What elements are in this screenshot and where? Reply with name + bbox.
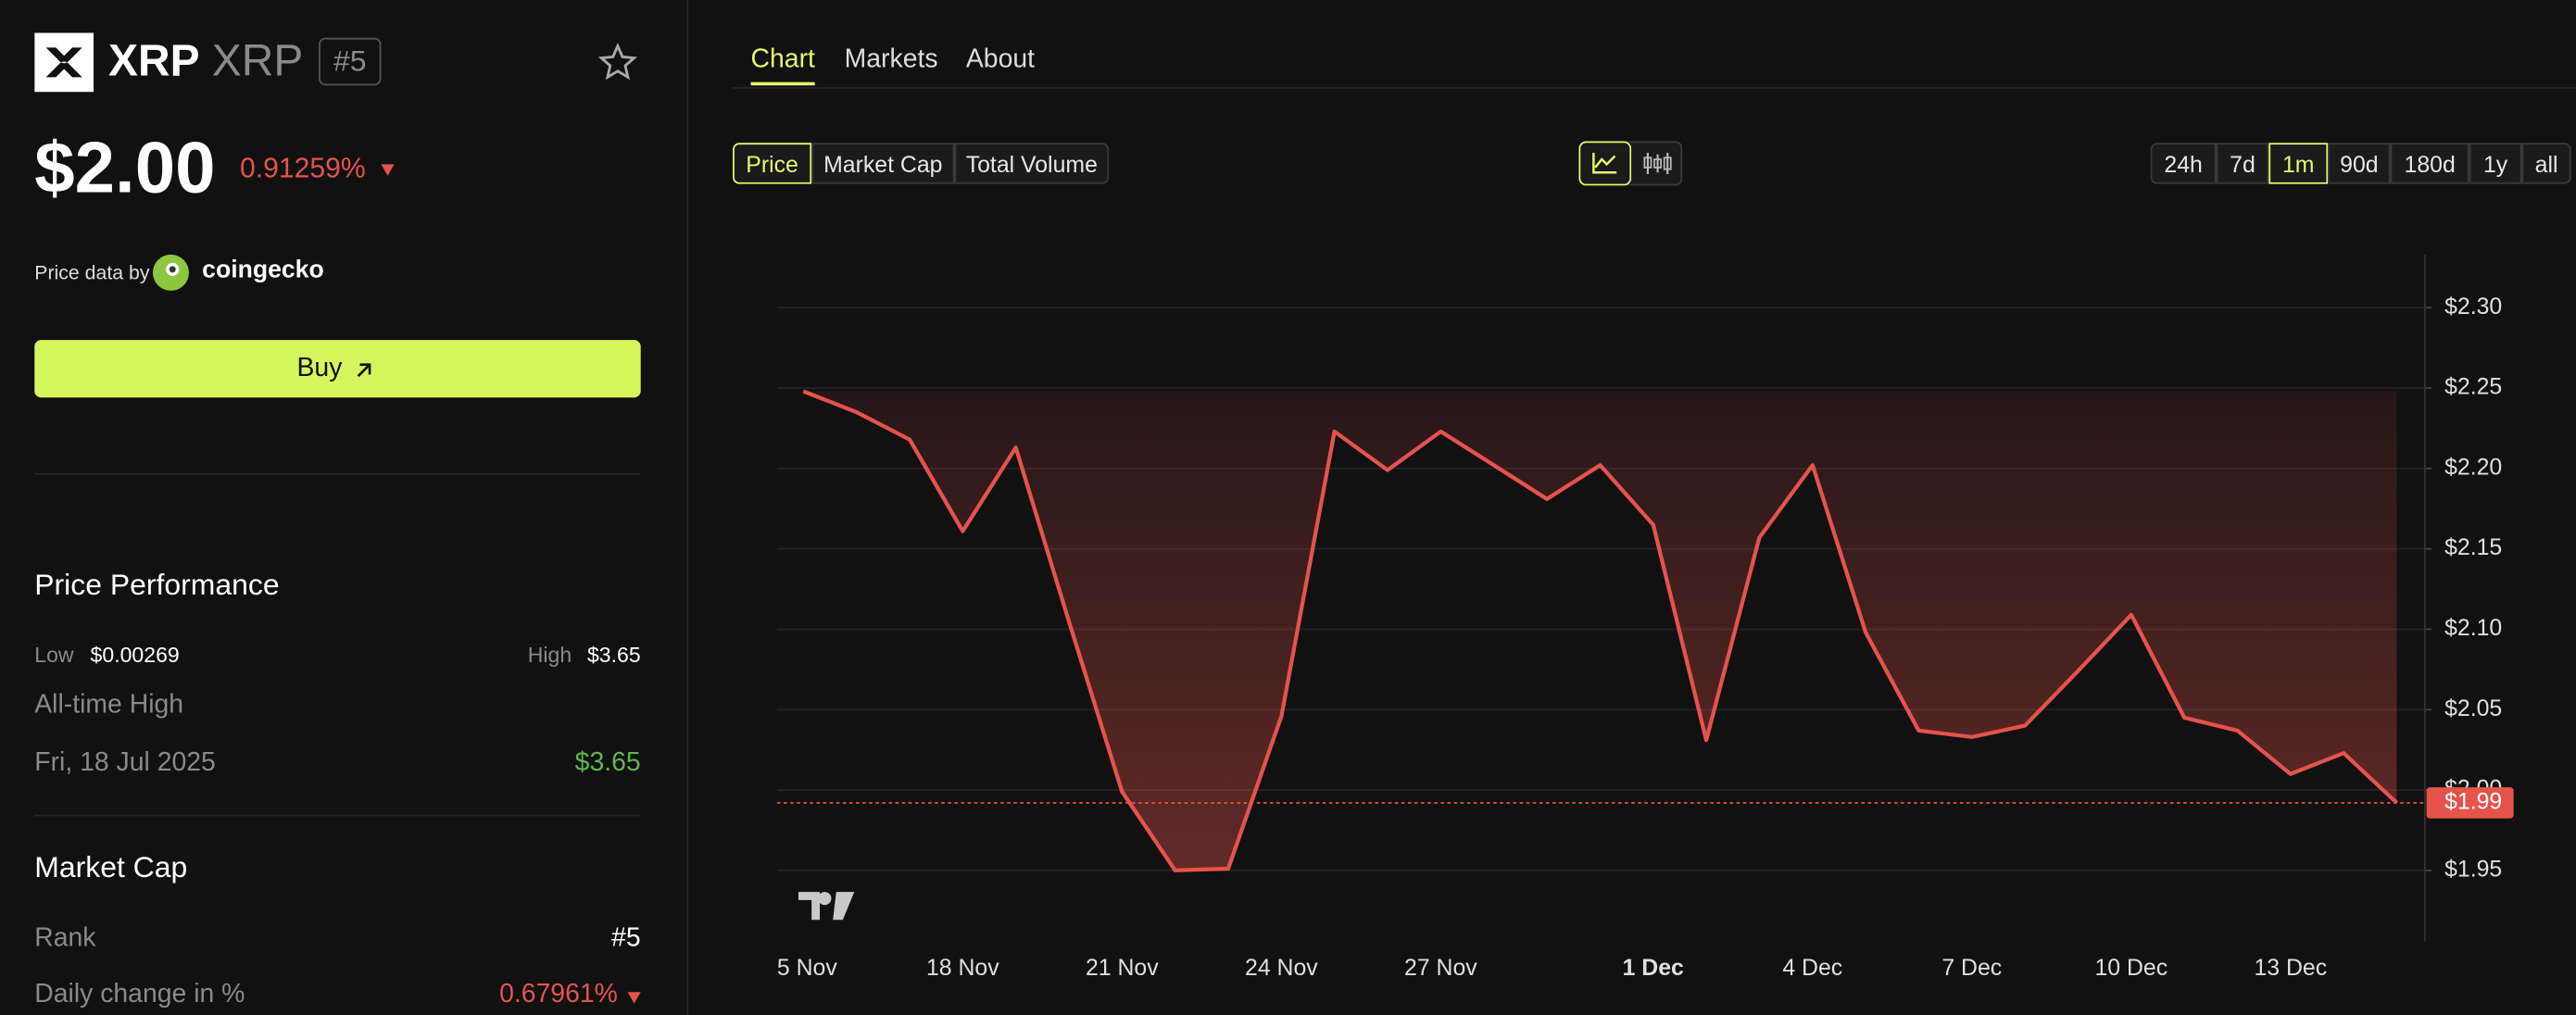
range-tab[interactable]: 180d [2390, 143, 2469, 184]
y-tick-label: $2.10 [2444, 616, 2502, 641]
range-tab[interactable]: 90d [2328, 143, 2391, 184]
price-change: 0.91259% [239, 152, 366, 184]
tab-rule [733, 87, 2576, 89]
nav-tab[interactable]: Chart [750, 46, 815, 86]
y-tick-label: $2.15 [2444, 535, 2502, 560]
low-label: Low [34, 642, 74, 668]
metric-tab[interactable]: Market Cap [811, 143, 955, 184]
x-tick-label: 27 Nov [1404, 956, 1477, 981]
daily-label: Daily change in % [34, 980, 245, 1009]
range-tab[interactable]: 1y [2469, 143, 2522, 184]
x-tick-label: 5 Nov [777, 956, 837, 981]
buy-label: Buy [296, 354, 343, 382]
down-arrow [381, 164, 395, 176]
nav-tab[interactable]: About [965, 45, 1036, 74]
candle-style-button[interactable] [1631, 142, 1682, 186]
low-value: $0.00269 [90, 642, 180, 668]
x-tick-label: 4 Dec [1782, 956, 1842, 981]
logo [34, 32, 94, 93]
high-label: High [527, 642, 572, 668]
y-tick-label: $2.20 [2444, 455, 2502, 480]
rank-badge: #5 [319, 37, 382, 86]
section-title: Price Performance [34, 568, 280, 602]
x-tick-label: 10 Dec [2094, 956, 2168, 981]
divider [686, 0, 689, 1015]
down-arrow [627, 992, 641, 1004]
source-provider: coingecko [202, 256, 324, 284]
last-price-label: $1.99 [2444, 790, 2502, 815]
price-area [803, 391, 2397, 871]
y-tick-label: $2.05 [2444, 696, 2502, 721]
range-tab[interactable]: all [2521, 143, 2571, 184]
metric-tab[interactable]: Price [733, 143, 812, 184]
favorite-star[interactable] [597, 43, 638, 82]
x-tick-label: 21 Nov [1086, 956, 1159, 981]
high-value: $3.65 [586, 642, 641, 668]
line-style-button[interactable] [1578, 141, 1632, 186]
metric-tab[interactable]: Total Volume [954, 143, 1110, 184]
daily-value: 0.67961% [499, 980, 618, 1009]
separator [34, 472, 641, 475]
buy-button[interactable]: Buy [34, 340, 641, 398]
ath-label: All-time High [34, 691, 184, 720]
range-tab[interactable]: 1m [2268, 143, 2329, 184]
coingecko-logo [152, 254, 189, 291]
price-line [802, 389, 2398, 872]
y-tick-label: $2.30 [2444, 294, 2502, 320]
range-tab[interactable]: 7d [2216, 143, 2269, 184]
tradingview-logo [798, 892, 855, 921]
ath-value: $3.65 [574, 748, 641, 777]
y-tick-label: $2.25 [2444, 375, 2502, 400]
x-tick-label: 13 Dec [2254, 956, 2327, 981]
rank-label: Rank [34, 924, 96, 953]
last-price-badge [2426, 787, 2514, 819]
nav-tab[interactable]: Markets [844, 45, 938, 74]
y-tick-label: $1.95 [2444, 857, 2502, 882]
x-tick-label: 1 Dec [1623, 956, 1684, 981]
buy-arrow [358, 362, 371, 377]
separator [34, 814, 641, 817]
range-tab[interactable]: 24h [2150, 143, 2217, 184]
section-title: Market Cap [34, 850, 188, 884]
x-tick-label: 18 Nov [926, 956, 999, 981]
symbol: XRP [108, 36, 200, 86]
x-tick-label: 7 Dec [1941, 956, 2002, 981]
x-tick-label: 24 Nov [1245, 956, 1318, 981]
rank-value: #5 [611, 924, 641, 953]
price: $2.00 [34, 128, 216, 209]
source-label: Price data by [34, 261, 150, 284]
ath-date: Fri, 18 Jul 2025 [34, 748, 216, 777]
coin-name: XRP [211, 36, 304, 86]
